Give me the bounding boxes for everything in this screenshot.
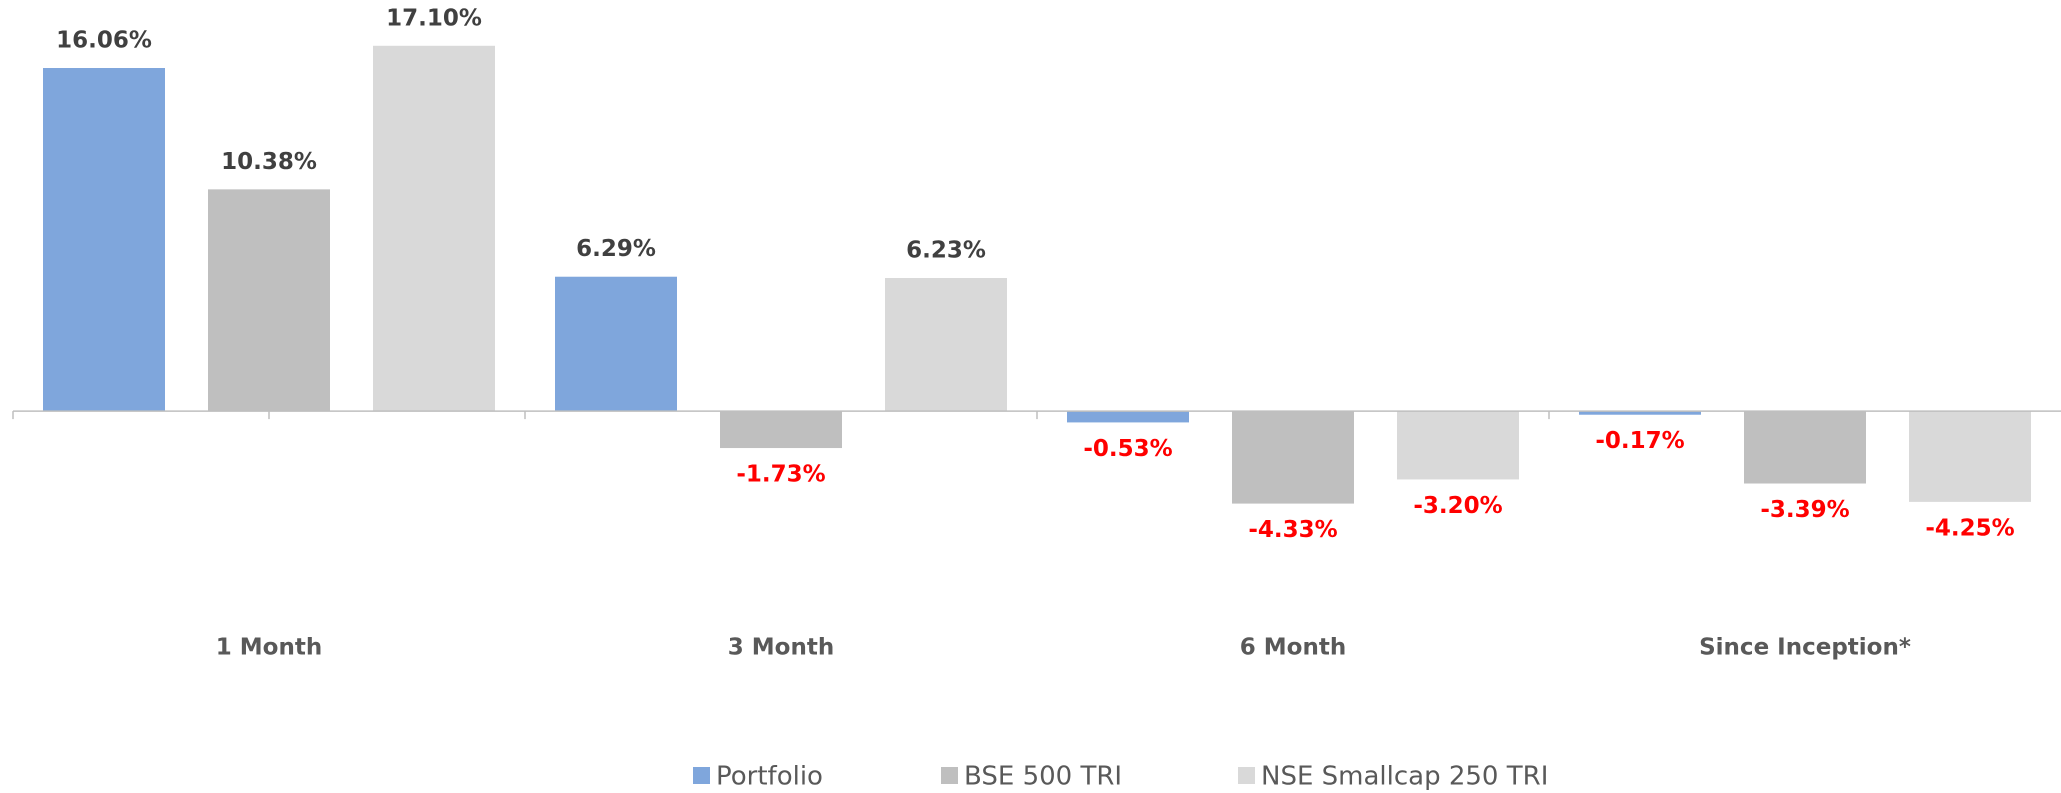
bar (1579, 411, 1701, 415)
data-label: -1.73% (736, 462, 825, 488)
bar (208, 189, 330, 412)
x-tick-label: 3 Month (728, 635, 834, 661)
data-label: -0.17% (1595, 428, 1684, 454)
data-label: 17.10% (386, 5, 482, 31)
bar (1067, 411, 1189, 423)
x-tick-label: Since Inception* (1699, 635, 1911, 661)
bar (1232, 411, 1354, 504)
bar (720, 411, 842, 449)
bar (1909, 411, 2031, 502)
legend-label: BSE 500 TRI (964, 762, 1122, 792)
legend-label: Portfolio (716, 762, 823, 792)
bar (43, 68, 165, 412)
legend-swatch (941, 767, 958, 784)
data-label: -4.33% (1248, 517, 1337, 543)
data-label: 10.38% (221, 149, 317, 175)
data-label: 16.06% (56, 28, 152, 54)
data-label: -4.25% (1925, 515, 2014, 541)
x-tick-label: 1 Month (216, 635, 322, 661)
bar (373, 45, 495, 412)
bar (1744, 411, 1866, 484)
bar (885, 278, 1007, 412)
bar (1397, 411, 1519, 480)
legend-label: NSE Smallcap 250 TRI (1261, 762, 1548, 792)
data-label: 6.23% (906, 238, 986, 264)
bar (555, 276, 677, 412)
legend-swatch (1238, 767, 1255, 784)
x-tick-label: 6 Month (1240, 635, 1346, 661)
data-label: -3.20% (1413, 493, 1502, 519)
data-label: -0.53% (1083, 436, 1172, 462)
data-label: -3.39% (1760, 497, 1849, 523)
data-label: 6.29% (576, 236, 656, 262)
legend-swatch (693, 767, 710, 784)
